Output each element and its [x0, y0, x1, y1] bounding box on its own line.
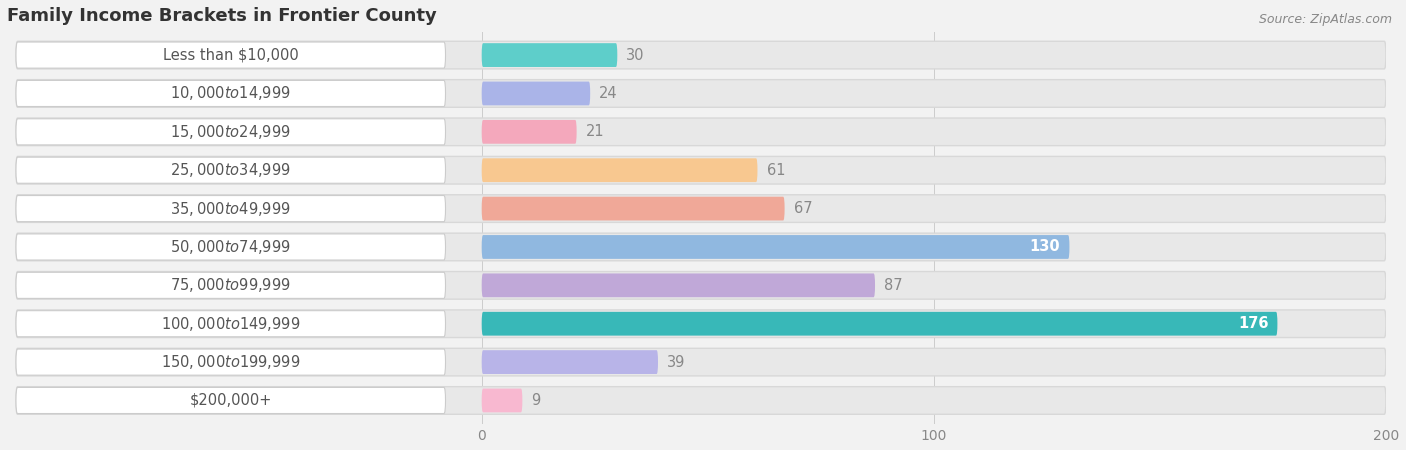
Text: $200,000+: $200,000+ — [190, 393, 271, 408]
FancyBboxPatch shape — [15, 119, 446, 145]
FancyBboxPatch shape — [15, 41, 1386, 69]
Text: 9: 9 — [531, 393, 541, 408]
Text: Family Income Brackets in Frontier County: Family Income Brackets in Frontier Count… — [7, 7, 437, 25]
Text: Source: ZipAtlas.com: Source: ZipAtlas.com — [1258, 14, 1392, 27]
Text: $100,000 to $149,999: $100,000 to $149,999 — [162, 315, 301, 333]
Text: 67: 67 — [793, 201, 813, 216]
FancyBboxPatch shape — [15, 118, 1386, 146]
Text: 176: 176 — [1237, 316, 1268, 331]
FancyBboxPatch shape — [482, 389, 523, 412]
FancyBboxPatch shape — [15, 349, 446, 375]
FancyBboxPatch shape — [482, 350, 658, 374]
FancyBboxPatch shape — [15, 387, 1386, 414]
FancyBboxPatch shape — [15, 271, 1386, 299]
Text: 30: 30 — [626, 48, 645, 63]
Text: $50,000 to $74,999: $50,000 to $74,999 — [170, 238, 291, 256]
FancyBboxPatch shape — [482, 81, 591, 105]
Text: Less than $10,000: Less than $10,000 — [163, 48, 298, 63]
FancyBboxPatch shape — [15, 81, 446, 107]
FancyBboxPatch shape — [15, 157, 446, 183]
FancyBboxPatch shape — [15, 195, 1386, 222]
Text: 39: 39 — [666, 355, 685, 369]
FancyBboxPatch shape — [482, 158, 758, 182]
Text: 24: 24 — [599, 86, 617, 101]
FancyBboxPatch shape — [15, 157, 1386, 184]
Text: 130: 130 — [1029, 239, 1060, 254]
FancyBboxPatch shape — [15, 42, 446, 68]
Text: $10,000 to $14,999: $10,000 to $14,999 — [170, 85, 291, 103]
Text: $150,000 to $199,999: $150,000 to $199,999 — [162, 353, 301, 371]
FancyBboxPatch shape — [15, 348, 1386, 376]
FancyBboxPatch shape — [15, 310, 446, 337]
FancyBboxPatch shape — [482, 120, 576, 144]
FancyBboxPatch shape — [15, 80, 1386, 107]
Text: $35,000 to $49,999: $35,000 to $49,999 — [170, 200, 291, 218]
FancyBboxPatch shape — [15, 196, 446, 222]
FancyBboxPatch shape — [482, 235, 1070, 259]
FancyBboxPatch shape — [482, 43, 617, 67]
Text: $15,000 to $24,999: $15,000 to $24,999 — [170, 123, 291, 141]
Text: $75,000 to $99,999: $75,000 to $99,999 — [170, 276, 291, 294]
FancyBboxPatch shape — [482, 197, 785, 220]
FancyBboxPatch shape — [482, 274, 875, 297]
FancyBboxPatch shape — [15, 233, 1386, 261]
FancyBboxPatch shape — [15, 272, 446, 298]
Text: 21: 21 — [586, 124, 605, 140]
FancyBboxPatch shape — [15, 310, 1386, 338]
Text: $25,000 to $34,999: $25,000 to $34,999 — [170, 161, 291, 179]
Text: 61: 61 — [766, 163, 785, 178]
FancyBboxPatch shape — [15, 234, 446, 260]
Text: 87: 87 — [884, 278, 903, 293]
FancyBboxPatch shape — [482, 312, 1278, 336]
FancyBboxPatch shape — [15, 387, 446, 414]
